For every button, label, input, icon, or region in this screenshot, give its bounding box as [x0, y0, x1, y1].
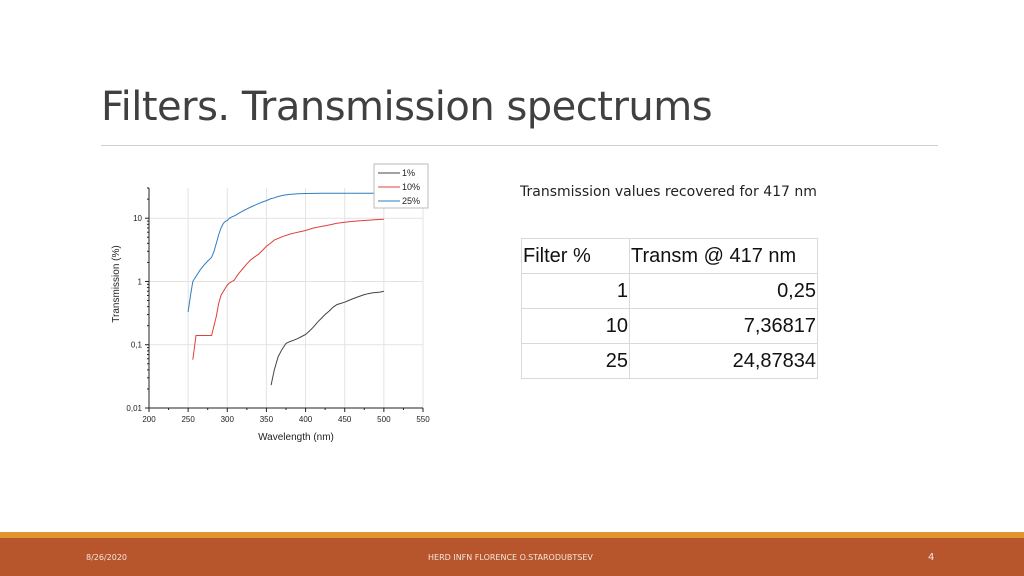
footer-author: HERD INFN FLORENCE O.STARODUBTSEV	[428, 553, 593, 562]
x-tick-label: 350	[260, 415, 274, 424]
transmission-table: Filter % Transm @ 417 nm 1 0,25 10 7,368…	[521, 238, 818, 379]
page-number: 4	[928, 552, 935, 563]
cell-filter: 1	[521, 273, 630, 309]
x-tick-label: 200	[142, 415, 156, 424]
cell-filter: 10	[521, 308, 630, 344]
footer-accent-band	[0, 532, 1024, 538]
footer-band	[0, 538, 1024, 576]
x-tick-label: 550	[416, 415, 430, 424]
y-tick-label: 0,1	[131, 341, 143, 350]
x-tick-label: 400	[299, 415, 313, 424]
table-caption: Transmission values recovered for 417 nm	[520, 184, 817, 200]
cell-transm: 0,25	[629, 273, 818, 309]
title-divider	[101, 145, 938, 146]
table-row: 1 0,25	[521, 273, 818, 309]
legend-label: 1%	[402, 168, 415, 178]
transmission-chart: 200 250 300 350 400 450 500 550 0,01 0,1 1 10 Wavele…	[111, 163, 430, 443]
footer-date: 8/26/2020	[86, 553, 128, 562]
x-tick-label: 300	[221, 415, 235, 424]
legend-label: 25%	[402, 196, 420, 206]
y-tick-label: 0,01	[126, 404, 142, 413]
header-filter: Filter %	[521, 238, 630, 274]
legend-box	[373, 163, 429, 209]
table-header-row: Filter % Transm @ 417 nm	[521, 238, 818, 274]
x-tick-label: 250	[181, 415, 195, 424]
x-axis-title: Wavelength (nm)	[258, 432, 334, 443]
cell-filter: 25	[521, 343, 630, 379]
series-line-25pct	[187, 192, 384, 312]
y-tick-label: 10	[133, 214, 142, 223]
series-line-1pct	[270, 290, 384, 386]
header-transm: Transm @ 417 nm	[629, 238, 818, 274]
x-tick-label: 500	[377, 415, 391, 424]
x-tick-label: 450	[338, 415, 352, 424]
slide-title: Filters. Transmission spectrums	[101, 84, 713, 130]
y-tick-label: 1	[138, 277, 143, 286]
cell-transm: 24,87834	[629, 343, 818, 379]
series-line-10pct	[192, 218, 384, 360]
legend-label: 10%	[402, 182, 420, 192]
cell-transm: 7,36817	[629, 308, 818, 344]
table-row: 10 7,36817	[521, 308, 818, 344]
y-axis-title: Transmission (%)	[111, 245, 122, 322]
table-row: 25 24,87834	[521, 343, 818, 379]
